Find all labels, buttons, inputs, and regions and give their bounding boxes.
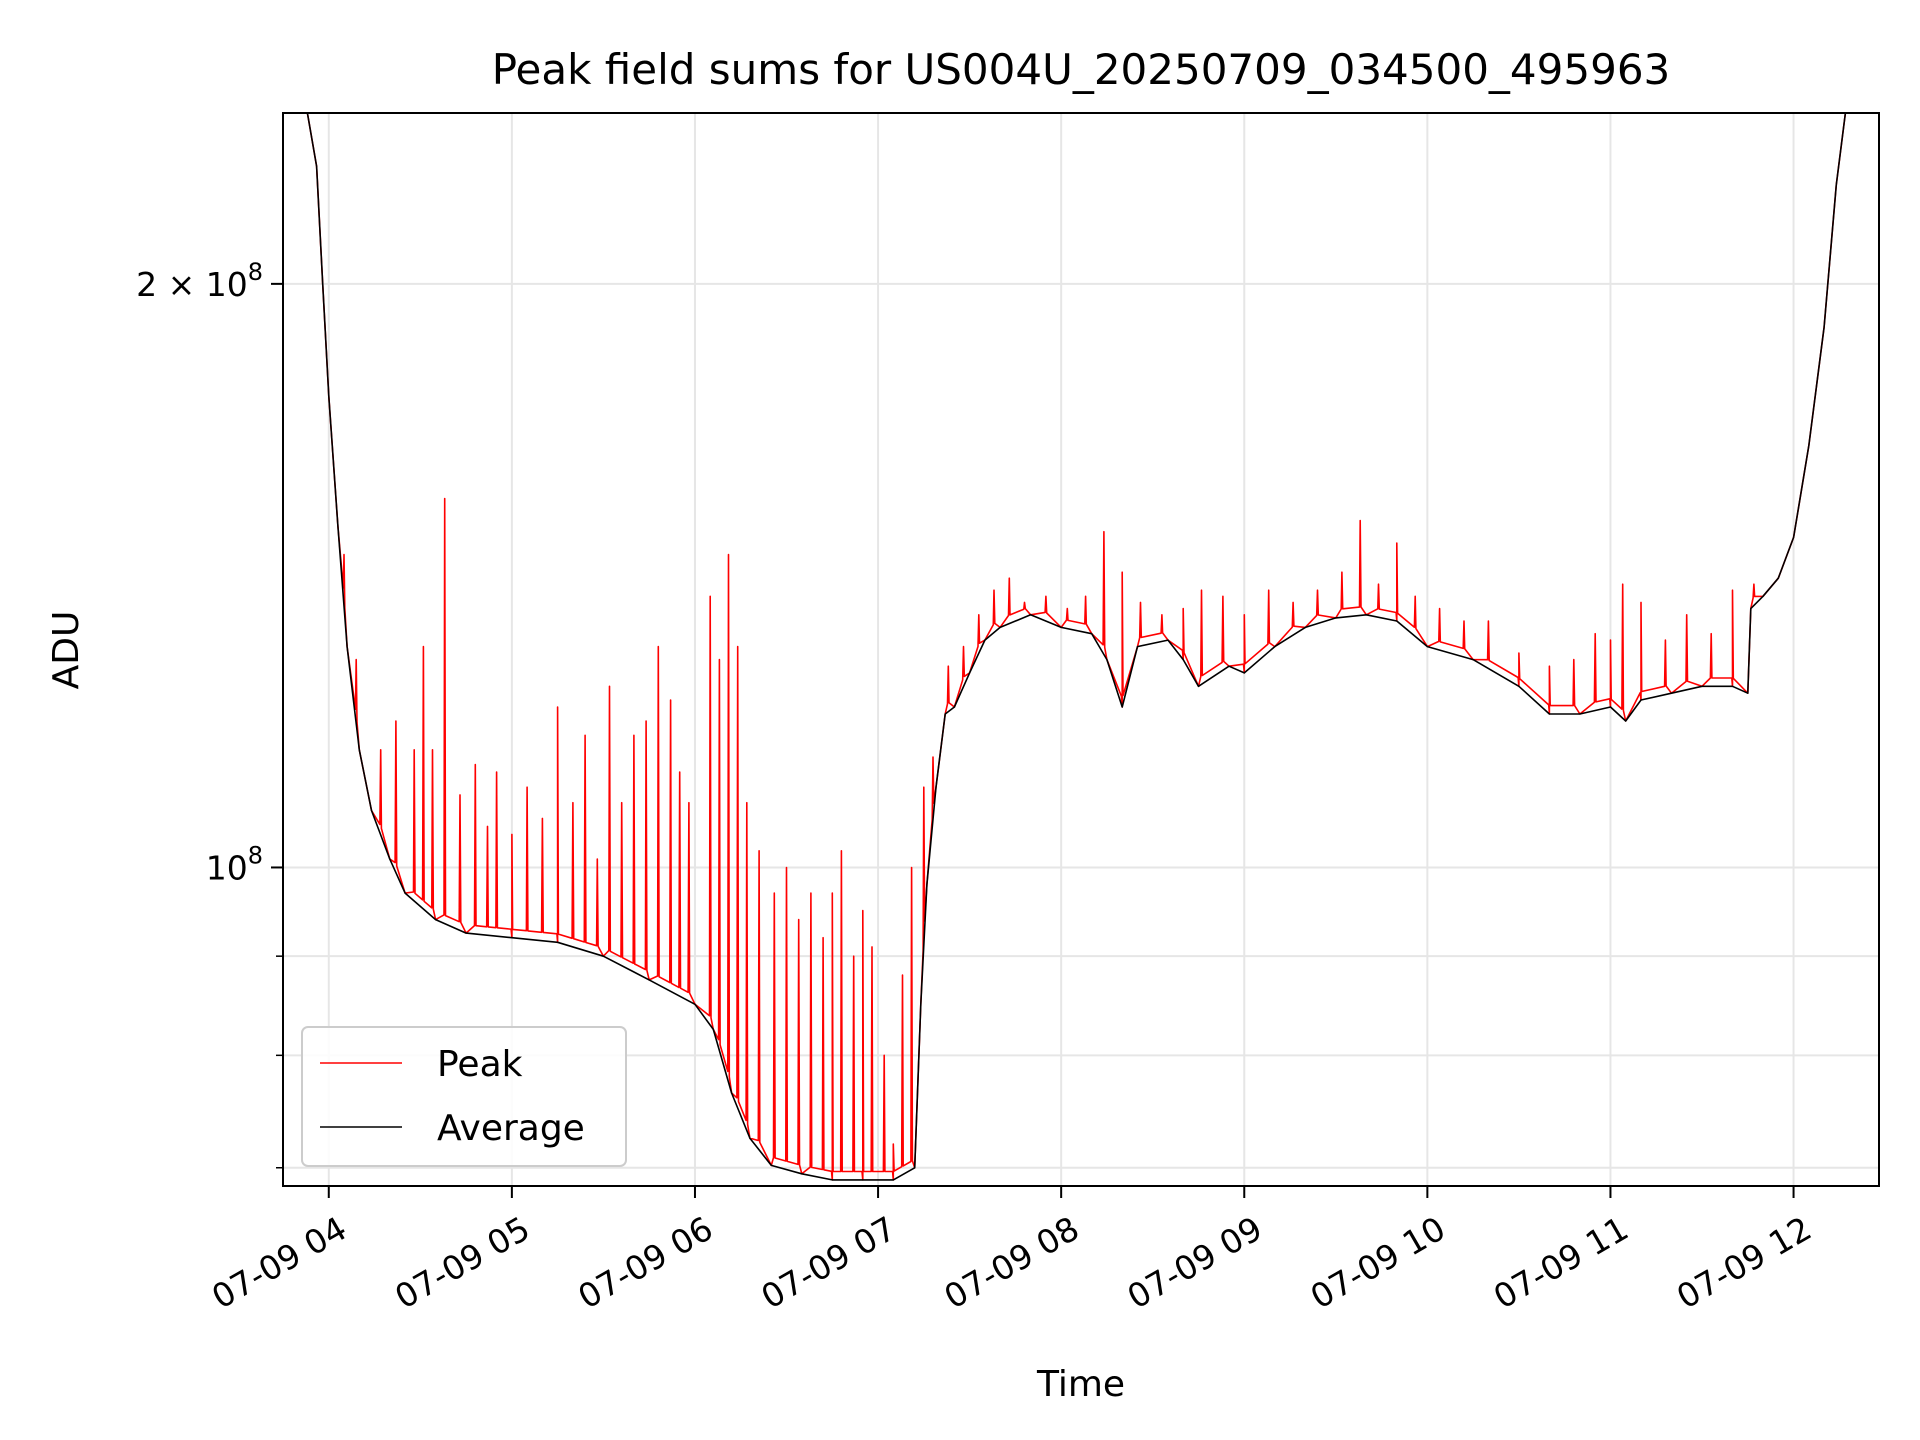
x-axis: 07-09 04 07-09 05 07-09 06 07-09 07 07-09 08… bbox=[205, 1186, 1818, 1317]
y-tick-label: 108 bbox=[206, 841, 263, 887]
x-tick-label: 07-09 12 bbox=[1670, 1209, 1818, 1317]
legend-label-average: Average bbox=[437, 1108, 585, 1149]
series-line-average bbox=[283, 113, 1879, 1181]
y-axis-label: ADU bbox=[46, 611, 87, 690]
y-tick-label: 2 × 108 bbox=[136, 258, 263, 304]
x-tick-label: 07-09 04 bbox=[205, 1209, 353, 1317]
x-tick-label: 07-09 05 bbox=[388, 1209, 536, 1317]
x-tick-label: 07-09 07 bbox=[754, 1209, 902, 1317]
y-axis: 108 2 × 108 bbox=[136, 258, 283, 1169]
x-axis-label: Time bbox=[1036, 1364, 1125, 1405]
x-tick-label: 07-09 10 bbox=[1304, 1209, 1452, 1317]
legend-box bbox=[301, 1026, 627, 1167]
series-line-peak bbox=[283, 113, 1879, 1181]
legend-label-peak: Peak bbox=[437, 1044, 523, 1085]
x-tick-label: 07-09 06 bbox=[571, 1209, 719, 1317]
x-tick-label: 07-09 09 bbox=[1121, 1209, 1269, 1317]
axes-frame bbox=[282, 112, 1880, 1187]
legend: Peak Average bbox=[301, 1026, 627, 1167]
plot-area bbox=[283, 113, 1879, 1181]
chart-title: Peak field sums for US004U_20250709_0345… bbox=[492, 45, 1671, 94]
x-tick-label: 07-09 08 bbox=[938, 1209, 1086, 1317]
grid-lines bbox=[283, 113, 1879, 1186]
x-tick-label: 07-09 11 bbox=[1487, 1209, 1635, 1317]
